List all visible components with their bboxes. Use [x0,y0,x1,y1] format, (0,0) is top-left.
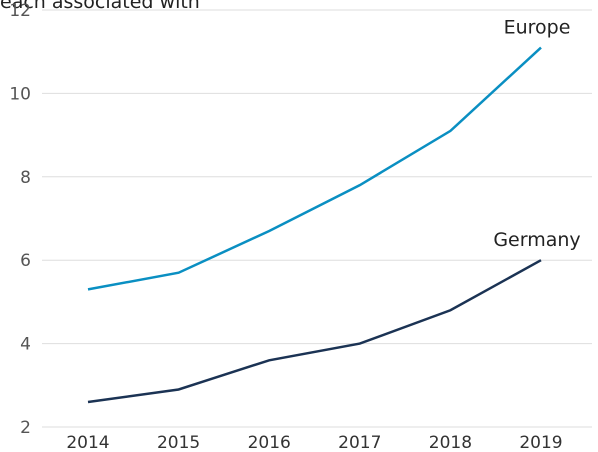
line-series [87,259,542,404]
line-series [87,46,542,291]
series-label: Europe [504,17,571,39]
y-tick-label: 4 [20,335,31,355]
x-tick-label: 2018 [429,433,472,452]
x-tick-label: 2017 [338,433,381,452]
y-tick-label: 2 [20,418,31,438]
y-tick-label: 6 [20,251,31,271]
x-tick-label: 2015 [157,433,200,452]
x-tick-label: 2019 [519,433,562,452]
y-tick-label: 10 [9,84,31,104]
y-tick-label: 8 [20,168,31,188]
x-tick-label: 2014 [66,433,109,452]
series-label: Germany [493,229,580,251]
x-tick-label: 2016 [248,433,291,452]
y-tick-label: 12 [9,1,31,21]
